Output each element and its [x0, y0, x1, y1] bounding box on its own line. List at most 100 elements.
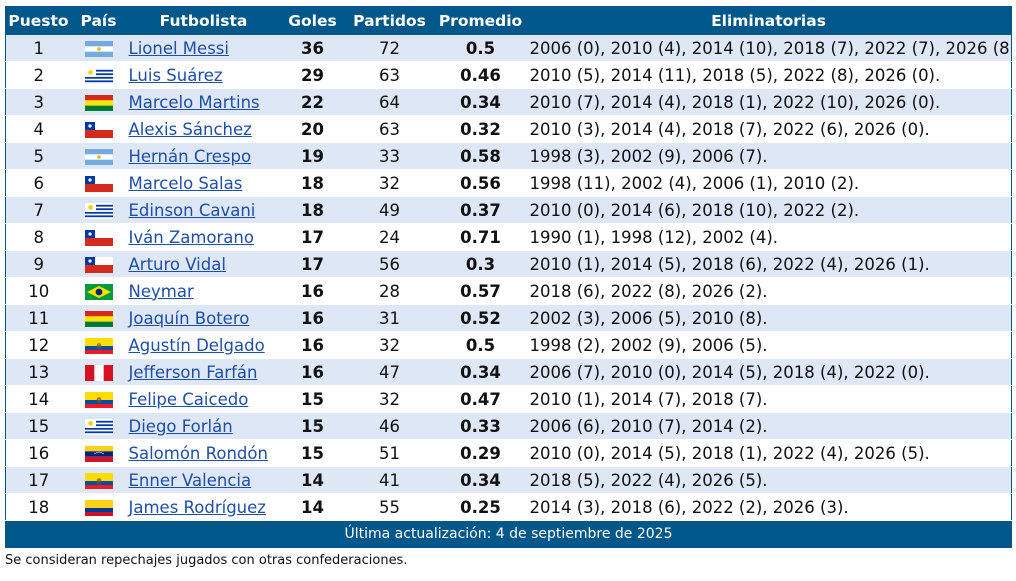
flag-cell: [71, 115, 126, 143]
goals-cell: 14: [281, 466, 344, 494]
rank-cell: 17: [5, 466, 72, 494]
flag-cell: [71, 88, 126, 116]
player-link[interactable]: Felipe Caicedo: [128, 389, 249, 409]
qualifiers-cell: 1990 (1), 1998 (12), 2002 (4).: [525, 223, 1012, 251]
scorers-table: Puesto País Futbolista Goles Partidos Pr…: [5, 6, 1012, 548]
table-row: 6 Marcelo Salas 18 32 0.56 1998 (11), 2002 (4…: [5, 169, 1012, 197]
uruguay-flag-icon: [84, 68, 113, 84]
player-link[interactable]: Hernán Crespo: [128, 146, 252, 166]
player-link[interactable]: Salomón Rondón: [128, 443, 268, 463]
player-link[interactable]: Luis Suárez: [128, 65, 223, 85]
qualifiers-cell: 2018 (5), 2022 (4), 2026 (5).: [525, 466, 1012, 494]
player-name-cell: Joaquín Botero: [125, 304, 282, 332]
average-cell: 0.37: [435, 196, 526, 224]
table-row: 13 Jefferson Farfán 16 47 0.34 2006 (7), 2010…: [5, 358, 1012, 386]
rank-cell: 6: [5, 169, 72, 197]
table-footer-row: Última actualización: 4 de septiembre de…: [5, 520, 1012, 548]
table-row: 9 Arturo Vidal 17 56 0.3 2010 (1), 2014 (5), …: [5, 250, 1012, 278]
matches-cell: 51: [343, 439, 436, 467]
flag-cell: [71, 169, 126, 197]
player-link[interactable]: Alexis Sánchez: [128, 119, 252, 139]
matches-cell: 32: [343, 169, 436, 197]
average-cell: 0.32: [435, 115, 526, 143]
qualifiers-cell: 2002 (3), 2006 (5), 2010 (8).: [525, 304, 1012, 332]
matches-cell: 55: [343, 493, 436, 521]
matches-cell: 33: [343, 142, 436, 170]
header-pais: País: [71, 6, 126, 35]
table-body: 1 Lionel Messi 36 72 0.5 2006 (0), 2010 (4), …: [5, 34, 1012, 521]
matches-cell: 49: [343, 196, 436, 224]
average-cell: 0.34: [435, 358, 526, 386]
qualifiers-cell: 2006 (6), 2010 (7), 2014 (2).: [525, 412, 1012, 440]
rank-cell: 13: [5, 358, 72, 386]
table-row: 10 Neymar 16 28 0.57 2018 (6), 2022 (8), 2026…: [5, 277, 1012, 305]
ecuador-flag-icon: [84, 338, 113, 354]
table-row: 2 Luis Suárez 29 63 0.46 2010 (5), 2014 (11),…: [5, 61, 1012, 89]
bolivia-flag-icon: [84, 311, 113, 327]
flag-cell: [71, 331, 126, 359]
argentina-flag-icon: [84, 41, 113, 57]
goals-cell: 19: [281, 142, 344, 170]
chile-flag-icon: [84, 257, 113, 273]
average-cell: 0.57: [435, 277, 526, 305]
player-name-cell: James Rodríguez: [125, 493, 282, 521]
flag-cell: [71, 466, 126, 494]
uruguay-flag-icon: [84, 419, 113, 435]
player-link[interactable]: James Rodríguez: [128, 497, 266, 517]
goals-cell: 15: [281, 412, 344, 440]
player-name-cell: Arturo Vidal: [125, 250, 282, 278]
player-name-cell: Felipe Caicedo: [125, 385, 282, 413]
flag-cell: [71, 412, 126, 440]
player-link[interactable]: Lionel Messi: [128, 38, 229, 58]
ecuador-flag-icon: [84, 392, 113, 408]
matches-cell: 32: [343, 331, 436, 359]
goals-cell: 15: [281, 439, 344, 467]
header-goles: Goles: [281, 6, 344, 35]
table-row: 3 Marcelo Martins 22 64 0.34 2010 (7), 2014 (…: [5, 88, 1012, 116]
flag-cell: [71, 142, 126, 170]
colombia-flag-icon: [84, 500, 113, 516]
ecuador-flag-icon: [84, 473, 113, 489]
peru-flag-icon: [84, 365, 113, 381]
player-name-cell: Alexis Sánchez: [125, 115, 282, 143]
chile-flag-icon: [84, 230, 113, 246]
qualifiers-cell: 2006 (0), 2010 (4), 2014 (10), 2018 (7),…: [525, 34, 1012, 62]
rank-cell: 1: [5, 34, 72, 62]
player-link[interactable]: Edinson Cavani: [128, 200, 256, 220]
player-link[interactable]: Neymar: [128, 281, 194, 301]
player-link[interactable]: Marcelo Salas: [128, 173, 243, 193]
goals-cell: 16: [281, 331, 344, 359]
matches-cell: 41: [343, 466, 436, 494]
player-link[interactable]: Agustín Delgado: [128, 335, 265, 355]
player-link[interactable]: Joaquín Botero: [128, 308, 250, 328]
goals-cell: 17: [281, 223, 344, 251]
qualifiers-cell: 2010 (1), 2014 (7), 2018 (7).: [525, 385, 1012, 413]
qualifiers-cell: 2018 (6), 2022 (8), 2026 (2).: [525, 277, 1012, 305]
header-partidos: Partidos: [343, 6, 436, 35]
matches-cell: 28: [343, 277, 436, 305]
flag-cell: [71, 385, 126, 413]
goals-cell: 15: [281, 385, 344, 413]
average-cell: 0.56: [435, 169, 526, 197]
brazil-flag-icon: [84, 284, 113, 300]
flag-cell: [71, 277, 126, 305]
player-link[interactable]: Enner Valencia: [128, 470, 252, 490]
matches-cell: 72: [343, 34, 436, 62]
matches-cell: 47: [343, 358, 436, 386]
player-name-cell: Lionel Messi: [125, 34, 282, 62]
player-link[interactable]: Iván Zamorano: [128, 227, 254, 247]
table-row: 7 Edinson Cavani 18 49 0.37 2010 (0), 2014 (6…: [5, 196, 1012, 224]
player-link[interactable]: Diego Forlán: [128, 416, 233, 436]
rank-cell: 7: [5, 196, 72, 224]
rank-cell: 2: [5, 61, 72, 89]
player-link[interactable]: Arturo Vidal: [128, 254, 226, 274]
table-row: 1 Lionel Messi 36 72 0.5 2006 (0), 2010 (4), …: [5, 34, 1012, 62]
player-link[interactable]: Marcelo Martins: [128, 92, 260, 112]
player-link[interactable]: Jefferson Farfán: [128, 362, 258, 382]
matches-cell: 64: [343, 88, 436, 116]
rank-cell: 3: [5, 88, 72, 116]
table-row: 14 Felipe Caicedo 15 32 0.47 2010 (1), 2014 (…: [5, 385, 1012, 413]
flag-cell: [71, 250, 126, 278]
qualifiers-cell: 2010 (1), 2014 (5), 2018 (6), 2022 (4), …: [525, 250, 1012, 278]
rank-cell: 11: [5, 304, 72, 332]
